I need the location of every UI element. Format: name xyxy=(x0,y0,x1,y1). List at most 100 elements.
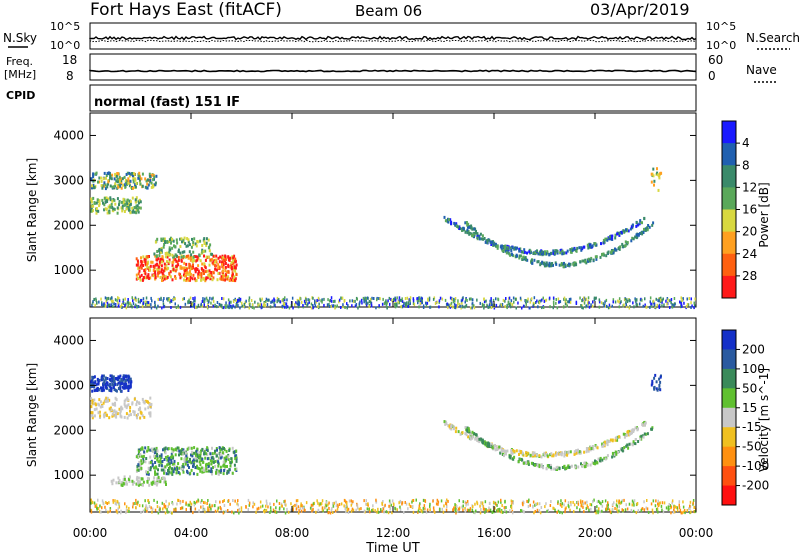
velocity-cell xyxy=(563,465,566,469)
velocity-cell xyxy=(557,501,559,505)
velocity-cell xyxy=(554,508,556,512)
power-cell xyxy=(91,303,93,307)
velocity-cell xyxy=(105,413,108,417)
velocity-cell xyxy=(641,423,644,427)
velocity-cell xyxy=(575,449,578,453)
velocity-cell xyxy=(205,469,208,473)
power-cell xyxy=(625,301,627,305)
power-cell xyxy=(144,303,147,306)
velocity-cell xyxy=(147,448,150,452)
velocity-cell xyxy=(124,384,126,388)
velocity-cell xyxy=(596,505,598,509)
power-cell xyxy=(202,238,205,242)
power-cell xyxy=(661,298,663,302)
power-cell xyxy=(230,256,233,260)
velocity-cell xyxy=(299,507,301,511)
power-cell xyxy=(543,252,546,256)
velocity-cell xyxy=(211,446,213,450)
power-cell xyxy=(136,305,138,309)
velocity-cell xyxy=(111,412,114,416)
velocity-cell xyxy=(188,503,191,507)
power-cell xyxy=(645,305,648,309)
power-cell xyxy=(388,296,391,300)
power-cell xyxy=(455,304,457,308)
power-cell xyxy=(586,243,589,247)
power-cell xyxy=(619,245,622,249)
power-cell xyxy=(234,277,237,281)
velocity-cell xyxy=(601,504,604,508)
velocity-cell xyxy=(279,506,281,510)
power-cell xyxy=(286,298,288,302)
power-cell xyxy=(370,304,373,308)
velocity-cell xyxy=(325,501,327,505)
velocity-cell xyxy=(195,466,198,470)
power-cell xyxy=(483,306,485,310)
velocity-cell xyxy=(454,505,456,509)
power-cell xyxy=(669,299,671,303)
velocity-cell xyxy=(193,500,195,504)
velocity-cell xyxy=(138,504,141,508)
power-cell xyxy=(203,272,205,275)
power-cell xyxy=(197,303,200,307)
velocity-cell xyxy=(616,438,619,442)
velocity-cell xyxy=(164,480,167,484)
power-cell xyxy=(428,296,431,300)
velocity-cell xyxy=(93,414,96,418)
power-cell xyxy=(269,305,272,309)
power-cell xyxy=(550,262,553,266)
velocity-cell xyxy=(380,508,382,512)
power-cell xyxy=(643,217,646,221)
power-cell xyxy=(609,235,611,239)
velocity-cell xyxy=(332,502,334,506)
freq-tick-top: 18 xyxy=(62,53,77,67)
velocity-cell xyxy=(163,458,166,461)
velocity-cell xyxy=(577,451,580,455)
velocity-cell xyxy=(688,507,690,511)
velocity-cell xyxy=(496,503,498,507)
power-cell xyxy=(230,262,233,266)
velocity-cell xyxy=(560,499,562,503)
power-cell xyxy=(541,250,544,254)
y-tick-label: 3000 xyxy=(53,173,84,187)
power-cell xyxy=(131,196,134,200)
velocity-cell xyxy=(91,378,94,382)
power-cell xyxy=(408,298,411,302)
velocity-cell xyxy=(631,443,634,447)
power-cell xyxy=(119,177,122,181)
velocity-cell xyxy=(573,510,575,514)
velocity-cell xyxy=(269,506,272,510)
power-cell xyxy=(186,271,189,275)
power-cell xyxy=(394,298,397,302)
power-cell xyxy=(150,181,153,185)
velocity-cell xyxy=(193,446,196,450)
power-cell xyxy=(209,277,212,281)
power-cell xyxy=(231,271,234,275)
velocity-y-axis-label: Slant Range [km] xyxy=(25,363,39,467)
power-cell xyxy=(154,240,157,244)
power-cell xyxy=(472,234,475,238)
power-cell xyxy=(168,238,171,242)
power-cell xyxy=(340,306,342,309)
velocity-cell xyxy=(464,426,467,429)
power-cell xyxy=(363,300,365,304)
power-cell xyxy=(612,251,615,255)
velocity-cell xyxy=(440,499,443,503)
velocity-cell xyxy=(276,499,278,503)
power-cell xyxy=(670,301,672,305)
power-cell xyxy=(312,304,314,307)
velocity-cell xyxy=(625,503,627,507)
power-cell xyxy=(116,299,118,303)
power-cell xyxy=(452,300,455,304)
power-cell xyxy=(688,297,690,300)
date-label: 03/Apr/2019 xyxy=(590,0,690,19)
power-cell xyxy=(151,299,153,303)
power-cell xyxy=(400,299,402,302)
power-cell xyxy=(501,303,504,306)
velocity-cell xyxy=(284,502,286,506)
velocity-cell xyxy=(542,466,545,470)
velocity-cell xyxy=(205,452,208,456)
velocity-cell xyxy=(198,509,200,513)
power-cell xyxy=(623,229,626,233)
velocity-cell xyxy=(165,483,167,486)
velocity-cell xyxy=(202,466,205,470)
